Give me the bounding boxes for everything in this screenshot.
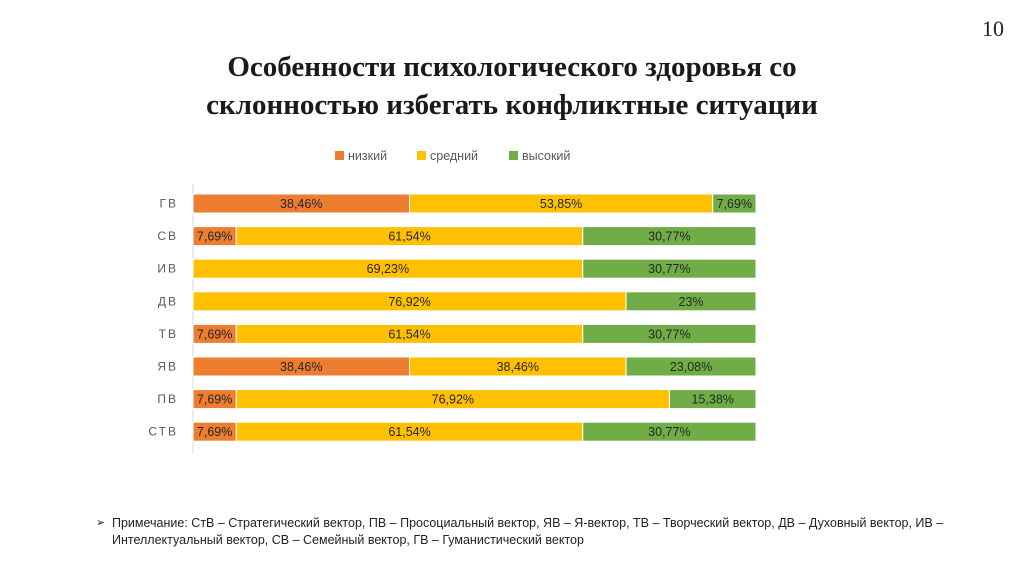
data-label-1-1: 61,54% xyxy=(388,230,430,244)
data-label-5-2: 23,08% xyxy=(670,360,712,374)
bar-5-2 xyxy=(625,356,757,377)
data-label-5-1: 38,46% xyxy=(497,360,539,374)
category-label-6: ПВ xyxy=(157,392,178,406)
data-label-4-2: 30,77% xyxy=(648,327,690,341)
data-label-0-1: 53,85% xyxy=(540,197,582,211)
data-label-4-0: 7,69% xyxy=(197,327,232,341)
data-label-3-1: 76,92% xyxy=(388,295,430,309)
arrow-bullet-icon: ➢ xyxy=(96,517,106,529)
category-label-3: ДВ xyxy=(158,294,178,308)
data-label-2-2: 30,77% xyxy=(648,262,690,276)
category-label-1: СВ xyxy=(157,229,178,243)
data-label-6-1: 76,92% xyxy=(432,393,474,407)
legend-swatch-2 xyxy=(509,151,518,160)
bar-3-2 xyxy=(625,291,757,312)
legend-label-1: средний xyxy=(430,149,478,163)
legend-label-2: высокий xyxy=(522,149,570,163)
data-label-1-2: 30,77% xyxy=(648,230,690,244)
bar-0-2 xyxy=(712,193,757,214)
bar-2-2 xyxy=(582,258,757,279)
category-label-2: ИВ xyxy=(157,262,178,276)
category-label-0: ГВ xyxy=(159,197,178,211)
slide-title: Особенности психологического здоровья со… xyxy=(0,48,1024,124)
data-label-3-2: 23% xyxy=(679,295,704,309)
category-label-4: ТВ xyxy=(159,327,178,341)
title-line-1: Особенности психологического здоровья со xyxy=(227,51,797,83)
category-label-5: ЯВ xyxy=(157,360,178,374)
footnote: ➢ Примечание: СтВ – Стратегический векто… xyxy=(96,515,946,549)
bar-7-2 xyxy=(582,421,757,442)
bar-6-2 xyxy=(668,389,757,410)
legend-swatch-1 xyxy=(417,151,426,160)
data-label-7-1: 61,54% xyxy=(388,425,430,439)
bar-4-2 xyxy=(582,323,757,344)
legend-label-0: низкий xyxy=(348,149,387,163)
page-number: 10 xyxy=(982,16,1004,41)
category-label-7: СТВ xyxy=(148,425,178,439)
bar-1-2 xyxy=(582,226,757,247)
data-label-7-0: 7,69% xyxy=(197,425,232,439)
footnote-text: Примечание: СтВ – Стратегический вектор,… xyxy=(112,516,944,547)
data-label-0-2: 7,69% xyxy=(717,197,752,211)
data-label-0-0: 38,46% xyxy=(280,197,322,211)
data-label-6-2: 15,38% xyxy=(691,393,733,407)
data-label-6-0: 7,69% xyxy=(197,393,232,407)
title-line-2: склонностью избегать конфликтные ситуаци… xyxy=(206,89,818,121)
legend-swatch-0 xyxy=(335,151,344,160)
data-label-7-2: 30,77% xyxy=(648,425,690,439)
data-label-5-0: 38,46% xyxy=(280,360,322,374)
data-label-4-1: 61,54% xyxy=(388,327,430,341)
data-label-1-0: 7,69% xyxy=(197,230,232,244)
data-label-2-1: 69,23% xyxy=(367,262,409,276)
